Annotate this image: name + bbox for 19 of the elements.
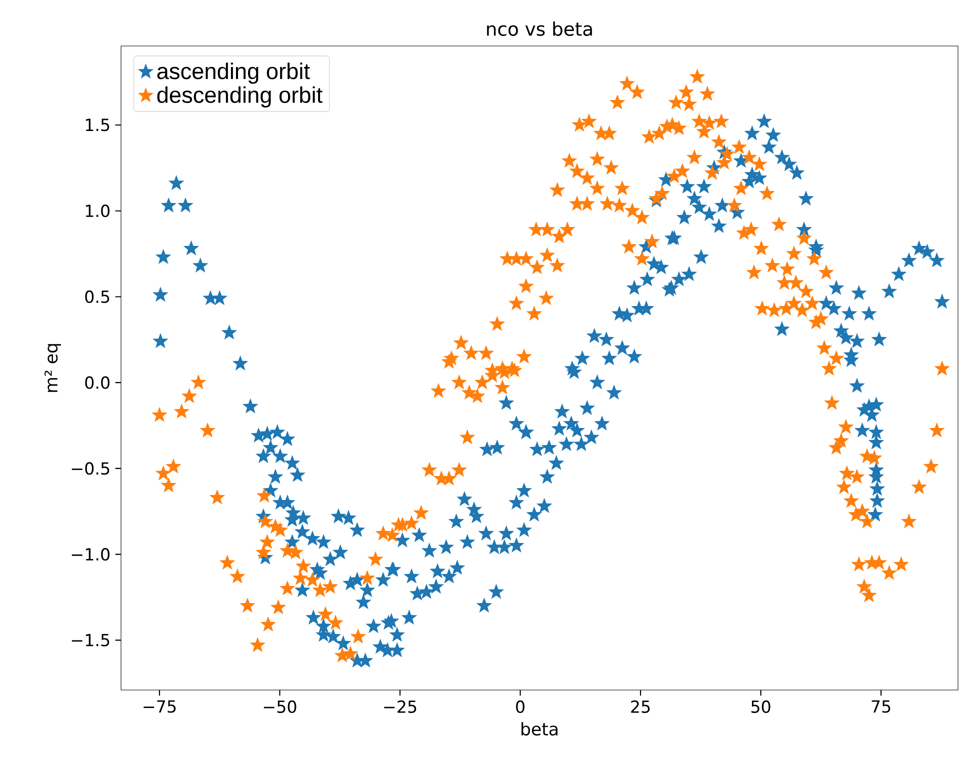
legend-label: descending orbit bbox=[157, 86, 322, 108]
x-tick-label: −75 bbox=[144, 700, 176, 713]
x-axis-title: beta bbox=[522, 722, 558, 736]
chart-title: nco vs beta bbox=[487, 22, 592, 36]
y-tick-label: −1.0 bbox=[72, 548, 110, 561]
y-tick-label: −1.5 bbox=[72, 634, 110, 646]
y-tick-label: 0.5 bbox=[85, 290, 110, 304]
x-tick-label: 0 bbox=[516, 700, 524, 713]
x-tick-label: 25 bbox=[631, 700, 650, 713]
y-tick-label: 1.5 bbox=[86, 118, 110, 132]
y-tick-label: −0.5 bbox=[72, 462, 110, 475]
legend-label: ascending orbit bbox=[157, 62, 310, 84]
x-tick-label: −25 bbox=[384, 700, 416, 713]
x-tick-label: −50 bbox=[264, 700, 296, 713]
y-tick-label: 1.0 bbox=[86, 204, 110, 218]
x-tick-label: 75 bbox=[872, 700, 890, 713]
y-axis-title: m² eq bbox=[44, 344, 61, 392]
x-tick-label: 50 bbox=[751, 700, 770, 713]
y-tick-label: 0.0 bbox=[85, 376, 110, 389]
